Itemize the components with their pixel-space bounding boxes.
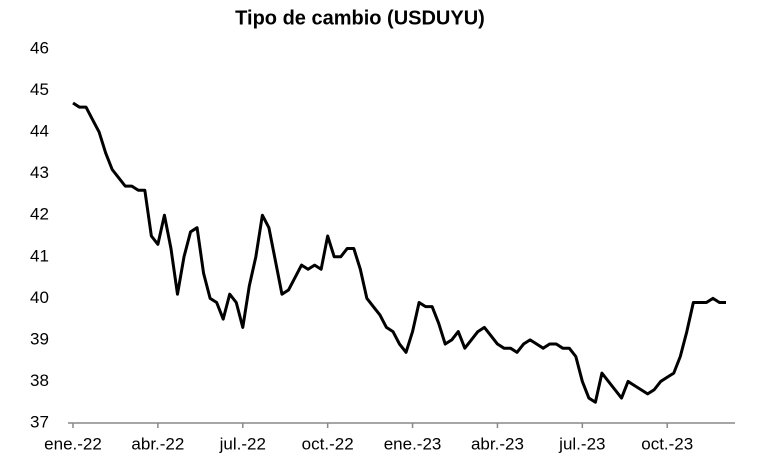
x-tick-label: jul.-23 [558,434,605,453]
y-tick-label: 41 [30,246,49,265]
line [72,101,726,404]
x-tick-label: ene.-22 [44,434,102,453]
x-tick-label: oct.-22 [302,434,354,453]
y-tick-label: 42 [30,205,49,224]
y-tick-label: 45 [30,80,49,99]
y-tick-label: 37 [30,412,49,431]
y-tick-label: 40 [30,288,49,307]
x-tick-label: oct.-23 [641,434,693,453]
y-tick-label: 44 [30,122,49,141]
chart-title: Tipo de cambio (USDUYU) [235,7,485,29]
x-tick-label: abr.-23 [471,434,524,453]
x-tick-label: abr.-22 [131,434,184,453]
y-tick-label: 39 [30,329,49,348]
y-tick-label: 46 [30,38,49,57]
y-tick-label: 38 [30,371,49,390]
x-tick-label: jul.-22 [219,434,266,453]
x-tick-label: ene.-23 [384,434,442,453]
y-tick-label: 43 [30,163,49,182]
